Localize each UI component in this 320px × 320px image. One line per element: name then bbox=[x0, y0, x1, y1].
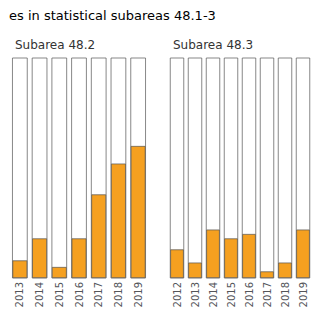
svg-text:2018: 2018 bbox=[113, 282, 124, 307]
svg-text:es in statistical subareas 48.: es in statistical subareas 48.1-3 bbox=[9, 8, 216, 23]
svg-text:2019: 2019 bbox=[298, 282, 309, 307]
svg-text:2019: 2019 bbox=[133, 282, 144, 307]
svg-text:2015: 2015 bbox=[54, 282, 65, 307]
svg-text:Subarea 48.2: Subarea 48.2 bbox=[15, 38, 95, 52]
svg-text:2013: 2013 bbox=[190, 282, 201, 307]
svg-text:2017: 2017 bbox=[262, 282, 273, 307]
svg-text:2017: 2017 bbox=[93, 282, 104, 307]
svg-text:2016: 2016 bbox=[74, 282, 85, 307]
svg-text:Subarea 48.3: Subarea 48.3 bbox=[173, 38, 253, 52]
svg-text:2015: 2015 bbox=[226, 282, 237, 307]
svg-text:2014: 2014 bbox=[34, 282, 45, 307]
svg-text:2013: 2013 bbox=[14, 282, 25, 307]
svg-text:2018: 2018 bbox=[280, 282, 291, 307]
svg-text:2012: 2012 bbox=[172, 282, 183, 307]
svg-text:2016: 2016 bbox=[244, 282, 255, 307]
svg-text:2014: 2014 bbox=[208, 282, 219, 307]
